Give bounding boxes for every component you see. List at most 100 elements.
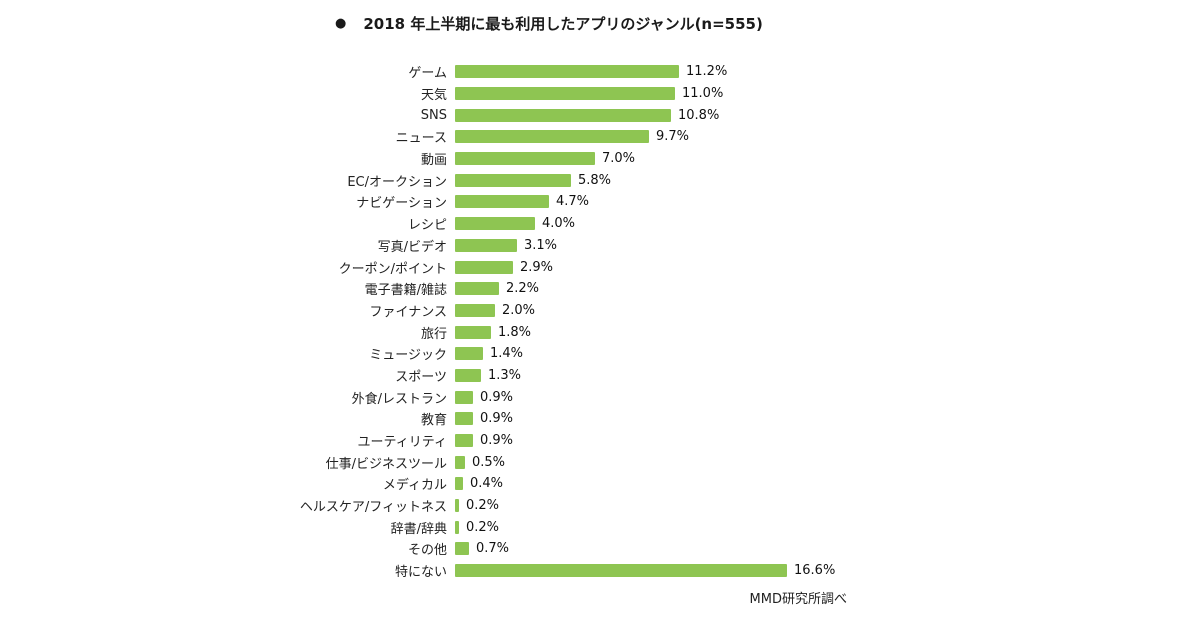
bar [455,520,459,534]
bar-area: 2.9% [455,260,553,275]
bar [455,217,535,231]
bar-row: ニュース 9.7% [0,126,1200,148]
title-bullet-icon: ● [335,16,347,31]
category-label: SNS [420,107,447,123]
bar [455,347,483,361]
value-label: 10.8% [678,107,720,123]
bar-row: ファイナンス 2.0% [0,300,1200,322]
bar [455,87,675,101]
bar [455,108,671,122]
category-label: 写真/ビデオ [377,239,447,255]
category-label: ミュージック [369,348,447,364]
value-label: 3.1% [524,237,558,253]
value-label: 0.2% [466,519,500,535]
bar-row: 外食/レストラン 0.9% [0,386,1200,408]
bar-row: ユーティリティ 0.9% [0,430,1200,452]
category-label: クーポン/ポイント [338,261,447,277]
bar-area: 0.9% [455,411,513,426]
value-label: 1.8% [498,324,532,340]
bar-row: 辞書/辞典 0.2% [0,516,1200,538]
category-label: ユーティリティ [357,435,447,451]
value-label: 2.2% [506,281,540,297]
category-label: スポーツ [395,369,447,385]
category-label: 電子書籍/雑誌 [364,283,447,299]
category-label: ナビゲーション [356,196,447,212]
bar [455,152,595,166]
bar-row: 特にない 16.6% [0,560,1200,582]
source-note: MMD研究所調べ [749,591,847,607]
bar [455,238,517,252]
bar-area: 1.3% [455,368,521,383]
category-label: 仕事/ビジネスツール [325,456,447,472]
value-label: 11.2% [686,64,728,80]
bar-row: ゲーム 11.2% [0,61,1200,83]
bar-row: 電子書籍/雑誌 2.2% [0,278,1200,300]
bar-row: 旅行 1.8% [0,321,1200,343]
bar-row: クーポン/ポイント 2.9% [0,256,1200,278]
category-label: 外食/レストラン [351,391,447,407]
bar [455,477,463,491]
bar [455,303,495,317]
category-label: 天気 [420,88,447,104]
category-label: ファイナンス [369,304,447,320]
bar-area: 1.8% [455,325,531,340]
bar-area: 4.7% [455,194,589,209]
value-label: 16.6% [794,563,836,579]
bar [455,130,649,144]
category-label: レシピ [407,218,447,234]
value-label: 4.0% [542,216,576,232]
bar-area: 11.0% [455,86,723,101]
category-label: 特にない [394,565,447,581]
bar-area: 9.7% [455,129,689,144]
bar-row: ヘルスケア/フィットネス 0.2% [0,495,1200,517]
bar-area: 0.7% [455,541,509,556]
bar-row: メディカル 0.4% [0,473,1200,495]
value-label: 2.0% [502,302,536,318]
category-label: 教育 [420,413,447,429]
bar-row: ナビゲーション 4.7% [0,191,1200,213]
chart-title: 2018 年上半期に最も利用したアプリのジャンル(n=555) [363,15,763,33]
value-label: 0.7% [476,541,510,557]
bar [455,65,679,79]
value-label: 1.4% [490,346,524,362]
category-label: ニュース [395,131,447,147]
value-label: 4.7% [556,194,590,210]
bar [455,368,481,382]
bar-area: 0.5% [455,455,505,470]
bar-area: 1.4% [455,346,523,361]
value-label: 0.5% [472,454,506,470]
bar-area: 0.9% [455,390,513,405]
bar-area: 0.4% [455,476,503,491]
category-label: ヘルスケア/フィットネス [299,500,447,516]
bar-area: 7.0% [455,151,635,166]
bar-row: その他 0.7% [0,538,1200,560]
value-label: 0.9% [480,411,514,427]
category-label: ゲーム [408,66,447,82]
bar-area: 2.2% [455,281,539,296]
bar [455,499,459,513]
value-label: 1.3% [488,367,522,383]
category-label: EC/オークション [347,174,447,190]
bar-area: 2.0% [455,303,535,318]
bar [455,455,465,469]
bar-area: 0.9% [455,433,513,448]
value-label: 5.8% [578,172,612,188]
bar-row: レシピ 4.0% [0,213,1200,235]
bar-row: EC/オークション 5.8% [0,169,1200,191]
bar [455,542,469,556]
bar-area: 4.0% [455,216,575,231]
value-label: 0.9% [480,433,514,449]
bar-area: 0.2% [455,520,499,535]
category-label: 旅行 [420,326,447,342]
bar [455,412,473,426]
bar [455,390,473,404]
bar [455,434,473,448]
value-label: 0.9% [480,389,514,405]
bar-row: SNS 10.8% [0,104,1200,126]
bar-area: 0.2% [455,498,499,513]
value-label: 0.2% [466,498,500,514]
bar [455,195,549,209]
bar [455,282,499,296]
category-label: メディカル [382,478,447,494]
